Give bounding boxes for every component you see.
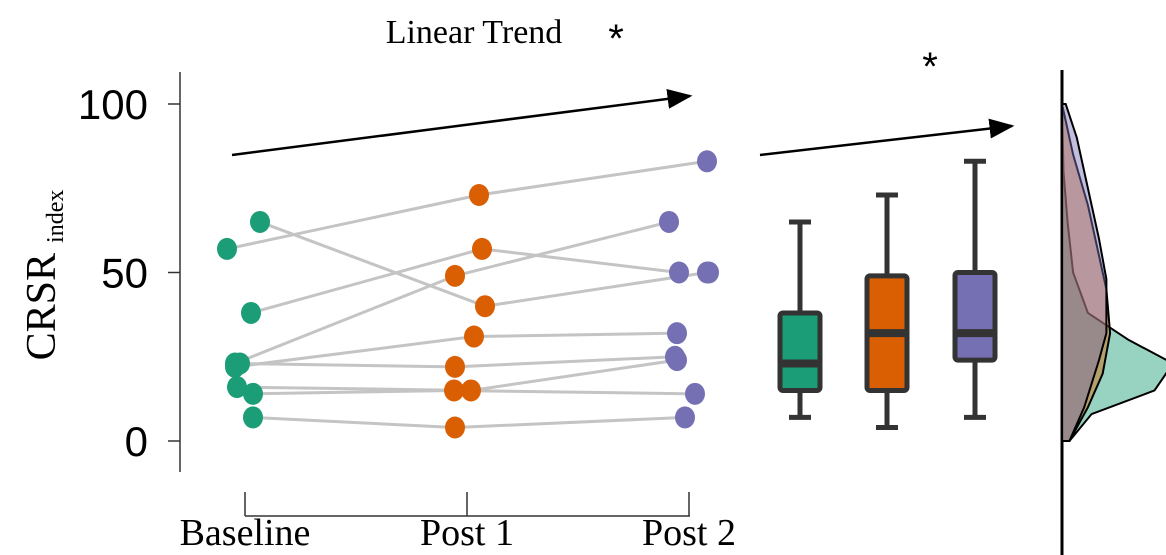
boxplots [777,158,998,431]
subject-point [445,416,465,439]
trend-arrow-main [231,88,693,157]
subject-line [250,247,680,315]
subject-point [250,210,270,233]
box-iqr [777,310,823,393]
box-significance-marker: * [922,45,938,89]
subject-point [667,322,687,345]
chart-title: Linear Trend [386,14,563,51]
x-ticks: Baseline Post 1 Post 2 [180,492,736,554]
subject-point [230,352,250,375]
subject-point [472,237,492,260]
y-tick-label: 100 [78,81,148,128]
y-tick-label: 50 [101,250,148,297]
subject-point [243,406,263,429]
box-iqr [952,270,998,363]
density-plot [1060,70,1166,555]
subject-point [469,183,489,206]
subject-point [685,382,705,405]
subject-point [667,349,687,372]
title-significance-marker: * [608,17,624,61]
subject-point [227,376,247,399]
subject-point [444,379,464,402]
subject-point [659,210,679,233]
subject-line [259,220,708,308]
subject-point [445,355,465,378]
subject-point [699,261,719,284]
subject-point [217,237,237,260]
subject-point [464,325,484,348]
subject-point [697,150,717,173]
density-area [1061,103,1166,442]
subject-point [243,382,263,405]
trend-arrow-boxplots [759,118,1015,157]
x-tick-label: Post 1 [420,512,514,554]
svg-text:CRSR index: CRSR index [19,190,69,361]
y-tick-label: 0 [125,418,148,465]
y-axis-label-main: CRSR [19,253,65,360]
x-tick-label: Post 2 [642,512,736,554]
subject-point [669,261,689,284]
subject-line [252,415,686,430]
subject-point [475,295,495,318]
y-axis-label-subscript: index [43,190,69,243]
subject-point [675,406,695,429]
density-area [1061,103,1108,442]
subject-point [461,379,481,402]
x-tick-label: Baseline [180,512,311,554]
subject-point [445,264,465,287]
subject-points [217,150,719,439]
y-ticks: 0 50 100 [78,81,180,465]
subject-point [241,301,261,324]
y-axis-label: CRSR index [19,190,69,361]
